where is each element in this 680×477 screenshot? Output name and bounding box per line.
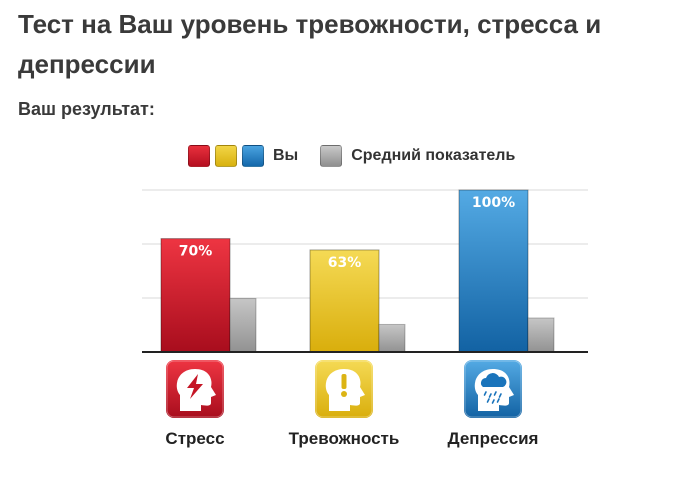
result-heading: Ваш результат: <box>18 99 155 119</box>
head-lightning-icon <box>166 360 224 418</box>
page-title: Тест на Ваш уровень тревожности, стресса… <box>18 9 602 79</box>
bar-you-anxiety <box>309 249 380 353</box>
head-exclamation-icon <box>315 360 373 418</box>
bar-average-depression <box>527 317 555 353</box>
category-label-anxiety: Тревожность <box>289 429 400 448</box>
value-label-stress: 70% <box>179 244 213 260</box>
bar-average-stress <box>229 298 257 353</box>
category-label-stress: Стресс <box>165 429 224 448</box>
category-label-depression: Депрессия <box>448 429 539 448</box>
legend-label-you: Вы <box>273 147 299 164</box>
legend-swatch-average <box>320 145 343 167</box>
legend-swatch-anxiety <box>215 145 237 167</box>
bar-average-anxiety <box>378 323 406 353</box>
chart-legend: Вы Средний показатель <box>188 144 515 168</box>
legend-swatch-stress <box>188 145 210 167</box>
head-raincloud-icon <box>464 360 522 418</box>
value-label-anxiety: 63% <box>328 255 362 271</box>
bar-you-depression <box>458 189 529 353</box>
legend-label-average: Средний показатель <box>351 147 516 164</box>
value-label-depression: 100% <box>472 195 515 211</box>
legend-swatch-depression <box>242 145 264 167</box>
